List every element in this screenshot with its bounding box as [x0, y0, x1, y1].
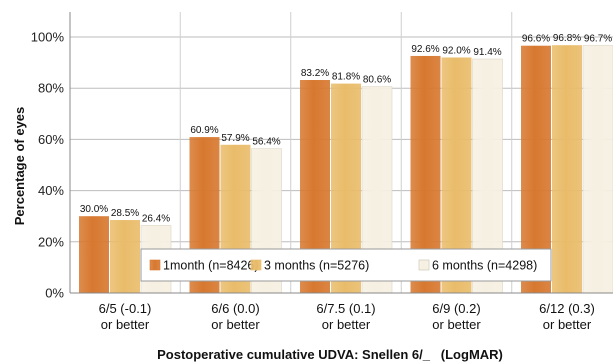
x-tick-label: or better [211, 317, 260, 332]
bar-value-label: 92.6% [411, 44, 439, 55]
legend-label: 1month (n=8426) [163, 259, 259, 273]
bar [110, 220, 140, 293]
bar [552, 45, 582, 293]
bar [582, 45, 613, 294]
x-tick-label: or better [543, 317, 592, 332]
data-labels: 30.0% 28.5% 26.4% 60.9%57.9% 56.4% 83.2% 81.8%… [80, 33, 612, 224]
legend-box [140, 248, 552, 282]
bar-value-label: 80.6% [363, 75, 391, 86]
y-tick-label: 40% [38, 183, 64, 198]
bar-value-label: 56.4% [252, 137, 280, 148]
legend-label: 3 months (n=5276) [264, 259, 369, 273]
bar-value-label: 81.8% [332, 72, 360, 83]
bar-value-label: 28.5% [111, 208, 139, 219]
bar-value-label: 96.6% [522, 34, 550, 45]
bar-value-label: 91.4% [473, 47, 501, 58]
y-tick-label: 100% [31, 30, 65, 45]
bar-value-label: 57.9% [221, 133, 249, 144]
bar-value-label: 96.7% [584, 33, 612, 44]
x-tick-label: 6/9 (0.2) [432, 301, 480, 316]
bar-value-label: 60.9% [190, 125, 218, 136]
y-tick-label: 80% [38, 81, 64, 96]
y-axis-title: Percentage of eyes [12, 107, 27, 226]
y-tick-label: 60% [38, 132, 64, 147]
x-tick-label: or better [322, 317, 371, 332]
bar-value-label: 26.4% [142, 213, 170, 224]
axes: 0%20%40%60%80%100%6/5 (-0.1)or better6/6… [31, 12, 613, 332]
x-tick-label: 6/7.5 (0.1) [316, 301, 375, 316]
legend-swatch [418, 259, 430, 271]
x-tick-label: or better [101, 317, 150, 332]
x-tick-label: or better [432, 317, 481, 332]
x-tick-label: 6/6 (0.0) [211, 301, 259, 316]
x-tick-label: 6/12 (0.3) [539, 301, 595, 316]
y-tick-label: 0% [45, 286, 64, 301]
legend-swatch [149, 259, 161, 271]
legend-swatch [250, 259, 262, 271]
bar-value-label: 92.0% [442, 45, 470, 56]
bar-value-label: 96.8% [553, 33, 581, 44]
x-axis-title: Postoperative cumulative UDVA: Snellen 6… [157, 347, 503, 362]
bar [79, 216, 109, 293]
legend-label: 6 months (n=4298) [432, 259, 537, 273]
x-tick-label: 6/5 (-0.1) [99, 301, 152, 316]
bar-value-label: 83.2% [301, 68, 329, 79]
y-tick-label: 20% [38, 234, 64, 249]
bar-value-label: 30.0% [80, 204, 108, 215]
legend: 1month (n=8426) 3 months (n=5276) 6 months… [140, 248, 552, 282]
